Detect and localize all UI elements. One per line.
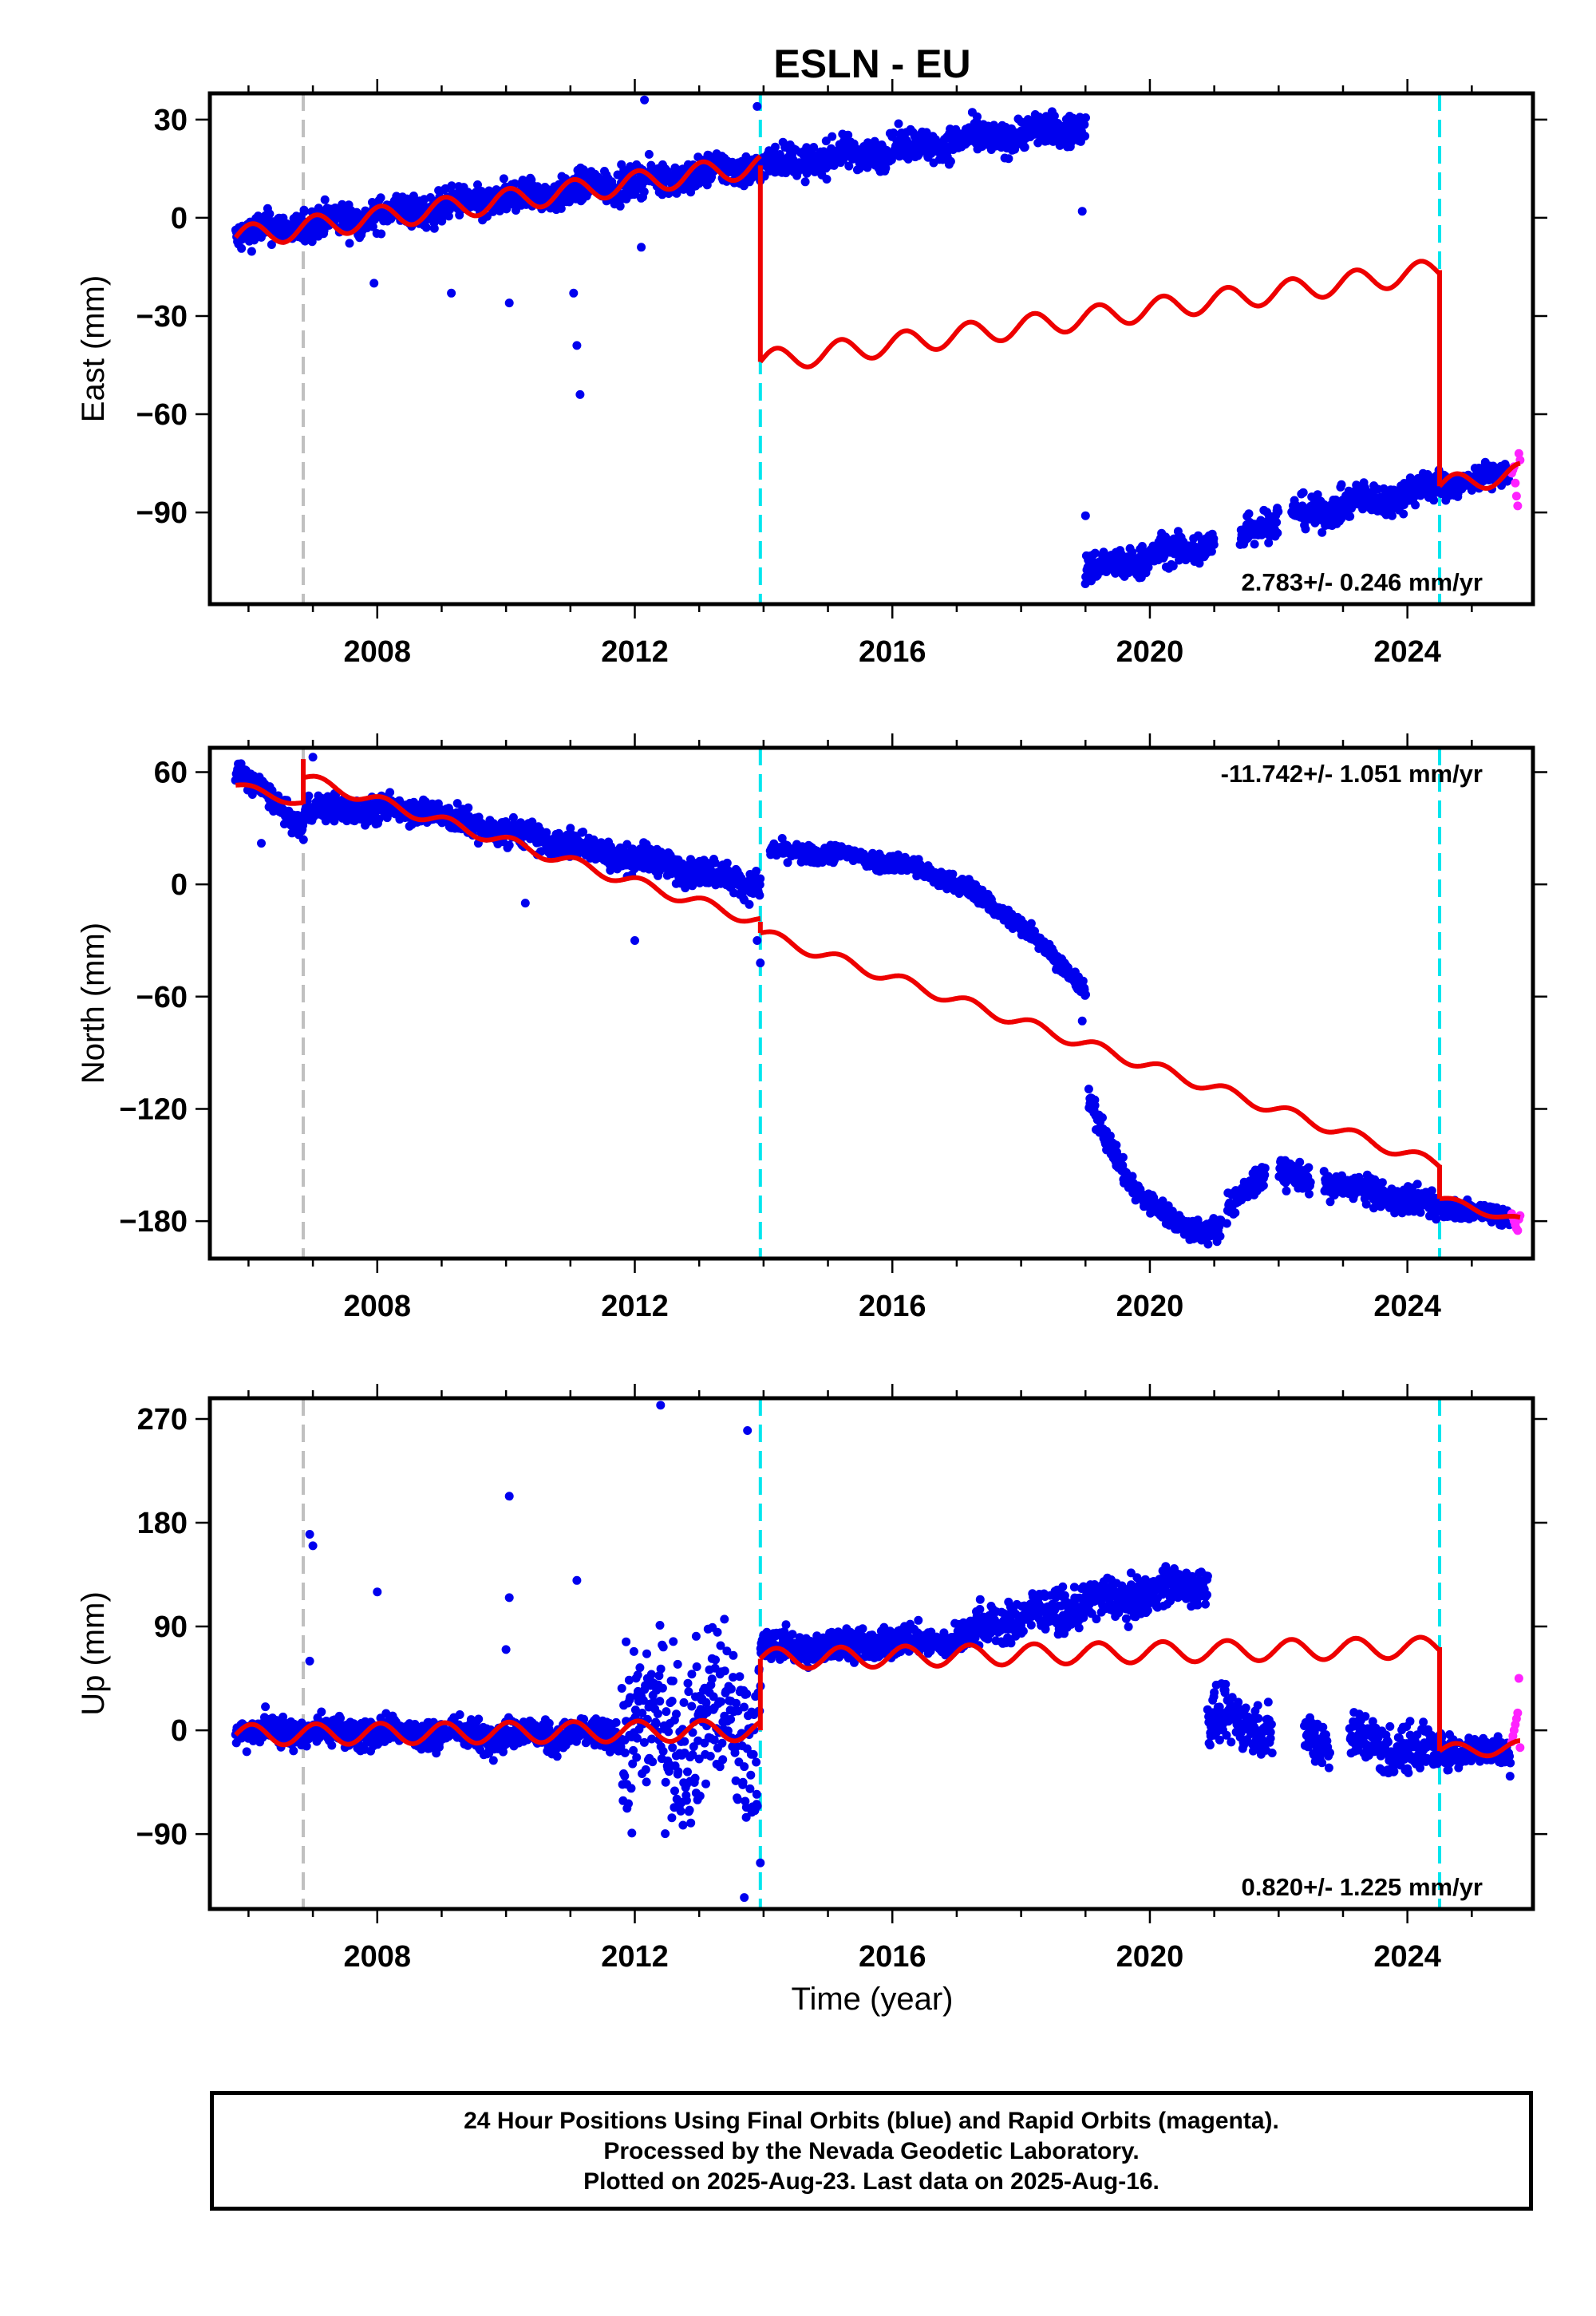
x-tick-label: 2008 <box>343 635 411 669</box>
x-tick-label: 2020 <box>1116 1940 1184 1974</box>
panel-north: 2008 2012 2016 2020 2024 60 0 −60 −120 −180 North … <box>76 733 1547 1323</box>
model-segment <box>760 929 1442 1169</box>
model-segment <box>235 782 304 806</box>
y-tick-label: 180 <box>137 1507 188 1540</box>
y-tick-label: 0 <box>171 202 188 235</box>
plot-area <box>231 93 1525 604</box>
y-tick-label: −90 <box>136 1818 188 1852</box>
final-orbit-points <box>231 1401 1515 1903</box>
y-tick-label: 0 <box>171 1714 188 1748</box>
x-tick-label: 2024 <box>1373 1940 1441 1974</box>
y-tick-label: −120 <box>119 1093 188 1126</box>
y-tick-label: 0 <box>171 868 188 902</box>
y-tick-label: −60 <box>136 981 188 1014</box>
x-axis-label: Time (year) <box>792 1982 954 2017</box>
y-tick-label: 90 <box>154 1611 188 1644</box>
y-tick-label: −30 <box>136 300 188 334</box>
footer-line-1: 24 Hour Positions Using Final Orbits (bl… <box>464 2108 1279 2134</box>
final-orbit-points <box>231 753 1515 1249</box>
model-segment <box>233 154 762 245</box>
x-tick-label: 2016 <box>859 1290 926 1323</box>
model-segment <box>302 773 761 924</box>
panel-up: 2008 2012 2016 2020 2024 270 180 90 0 −90 Up (mm) 0… <box>76 1384 1547 1974</box>
footer-line-3: Plotted on 2025-Aug-23. Last data on 202… <box>583 2168 1159 2195</box>
model-segment <box>758 1634 1442 1671</box>
y-axis-label: North (mm) <box>76 923 111 1084</box>
chart-title: ESLN - EU <box>773 41 970 86</box>
x-tick-label: 2024 <box>1373 1290 1441 1323</box>
rate-annotation: 0.820+/- 1.225 mm/yr <box>1242 1873 1483 1901</box>
y-axis-label: East (mm) <box>76 275 111 422</box>
y-tick-label: −90 <box>136 496 188 530</box>
y-tick-label: −180 <box>119 1205 188 1239</box>
panel-frame <box>207 745 1535 1261</box>
x-tick-label: 2012 <box>601 1290 669 1323</box>
rapid-orbit-point <box>1514 1674 1523 1683</box>
rapid-orbit-point <box>1513 1226 1523 1235</box>
x-tick-label: 2012 <box>601 1940 669 1974</box>
x-tick-label: 2008 <box>343 1940 411 1974</box>
model-segment <box>758 259 1442 370</box>
y-tick-label: −60 <box>136 398 188 432</box>
y-tick-label: 30 <box>154 104 188 137</box>
x-tick-label: 2012 <box>601 635 669 669</box>
rapid-orbit-point <box>1513 501 1523 511</box>
y-tick-label: 270 <box>137 1403 188 1437</box>
y-tick-label: 60 <box>154 756 188 789</box>
panel-east: 2008 2012 2016 2020 2024 30 0 −30 −60 −90 East (mm… <box>76 79 1547 669</box>
plot-area <box>231 1398 1525 1909</box>
panel-frame <box>207 91 1535 607</box>
model-segment <box>1439 1196 1521 1220</box>
footer-line-2: Processed by the Nevada Geodetic Laborat… <box>603 2138 1140 2164</box>
panels-group: 2008 2012 2016 2020 2024 30 0 −30 −60 −90 East (mm… <box>76 79 1547 1974</box>
final-orbit-points <box>231 95 1515 588</box>
rapid-orbit-point <box>1514 449 1523 458</box>
x-tick-label: 2024 <box>1373 635 1441 669</box>
x-tick-label: 2016 <box>859 635 926 669</box>
processing-info-box: 24 Hour Positions Using Final Orbits (bl… <box>210 2091 1533 2211</box>
plot-area <box>231 748 1525 1259</box>
x-tick-label: 2008 <box>343 1290 411 1323</box>
x-tick-label: 2020 <box>1116 635 1184 669</box>
model-segment <box>1437 460 1521 491</box>
model-segment <box>1438 1738 1520 1759</box>
y-axis-label: Up (mm) <box>76 1591 111 1716</box>
rapid-orbit-point <box>1511 478 1520 488</box>
x-tick-label: 2020 <box>1116 1290 1184 1323</box>
rapid-orbit-point <box>1515 1743 1525 1753</box>
rapid-orbit-point <box>1513 1708 1523 1717</box>
rate-annotation: -11.742+/- 1.051 mm/yr <box>1221 760 1483 788</box>
model-segment <box>234 1717 762 1748</box>
rapid-orbit-point <box>1511 492 1521 501</box>
rate-annotation: 2.783+/- 0.246 mm/yr <box>1242 568 1483 596</box>
x-tick-label: 2016 <box>859 1940 926 1974</box>
panel-frame <box>207 1396 1535 1911</box>
